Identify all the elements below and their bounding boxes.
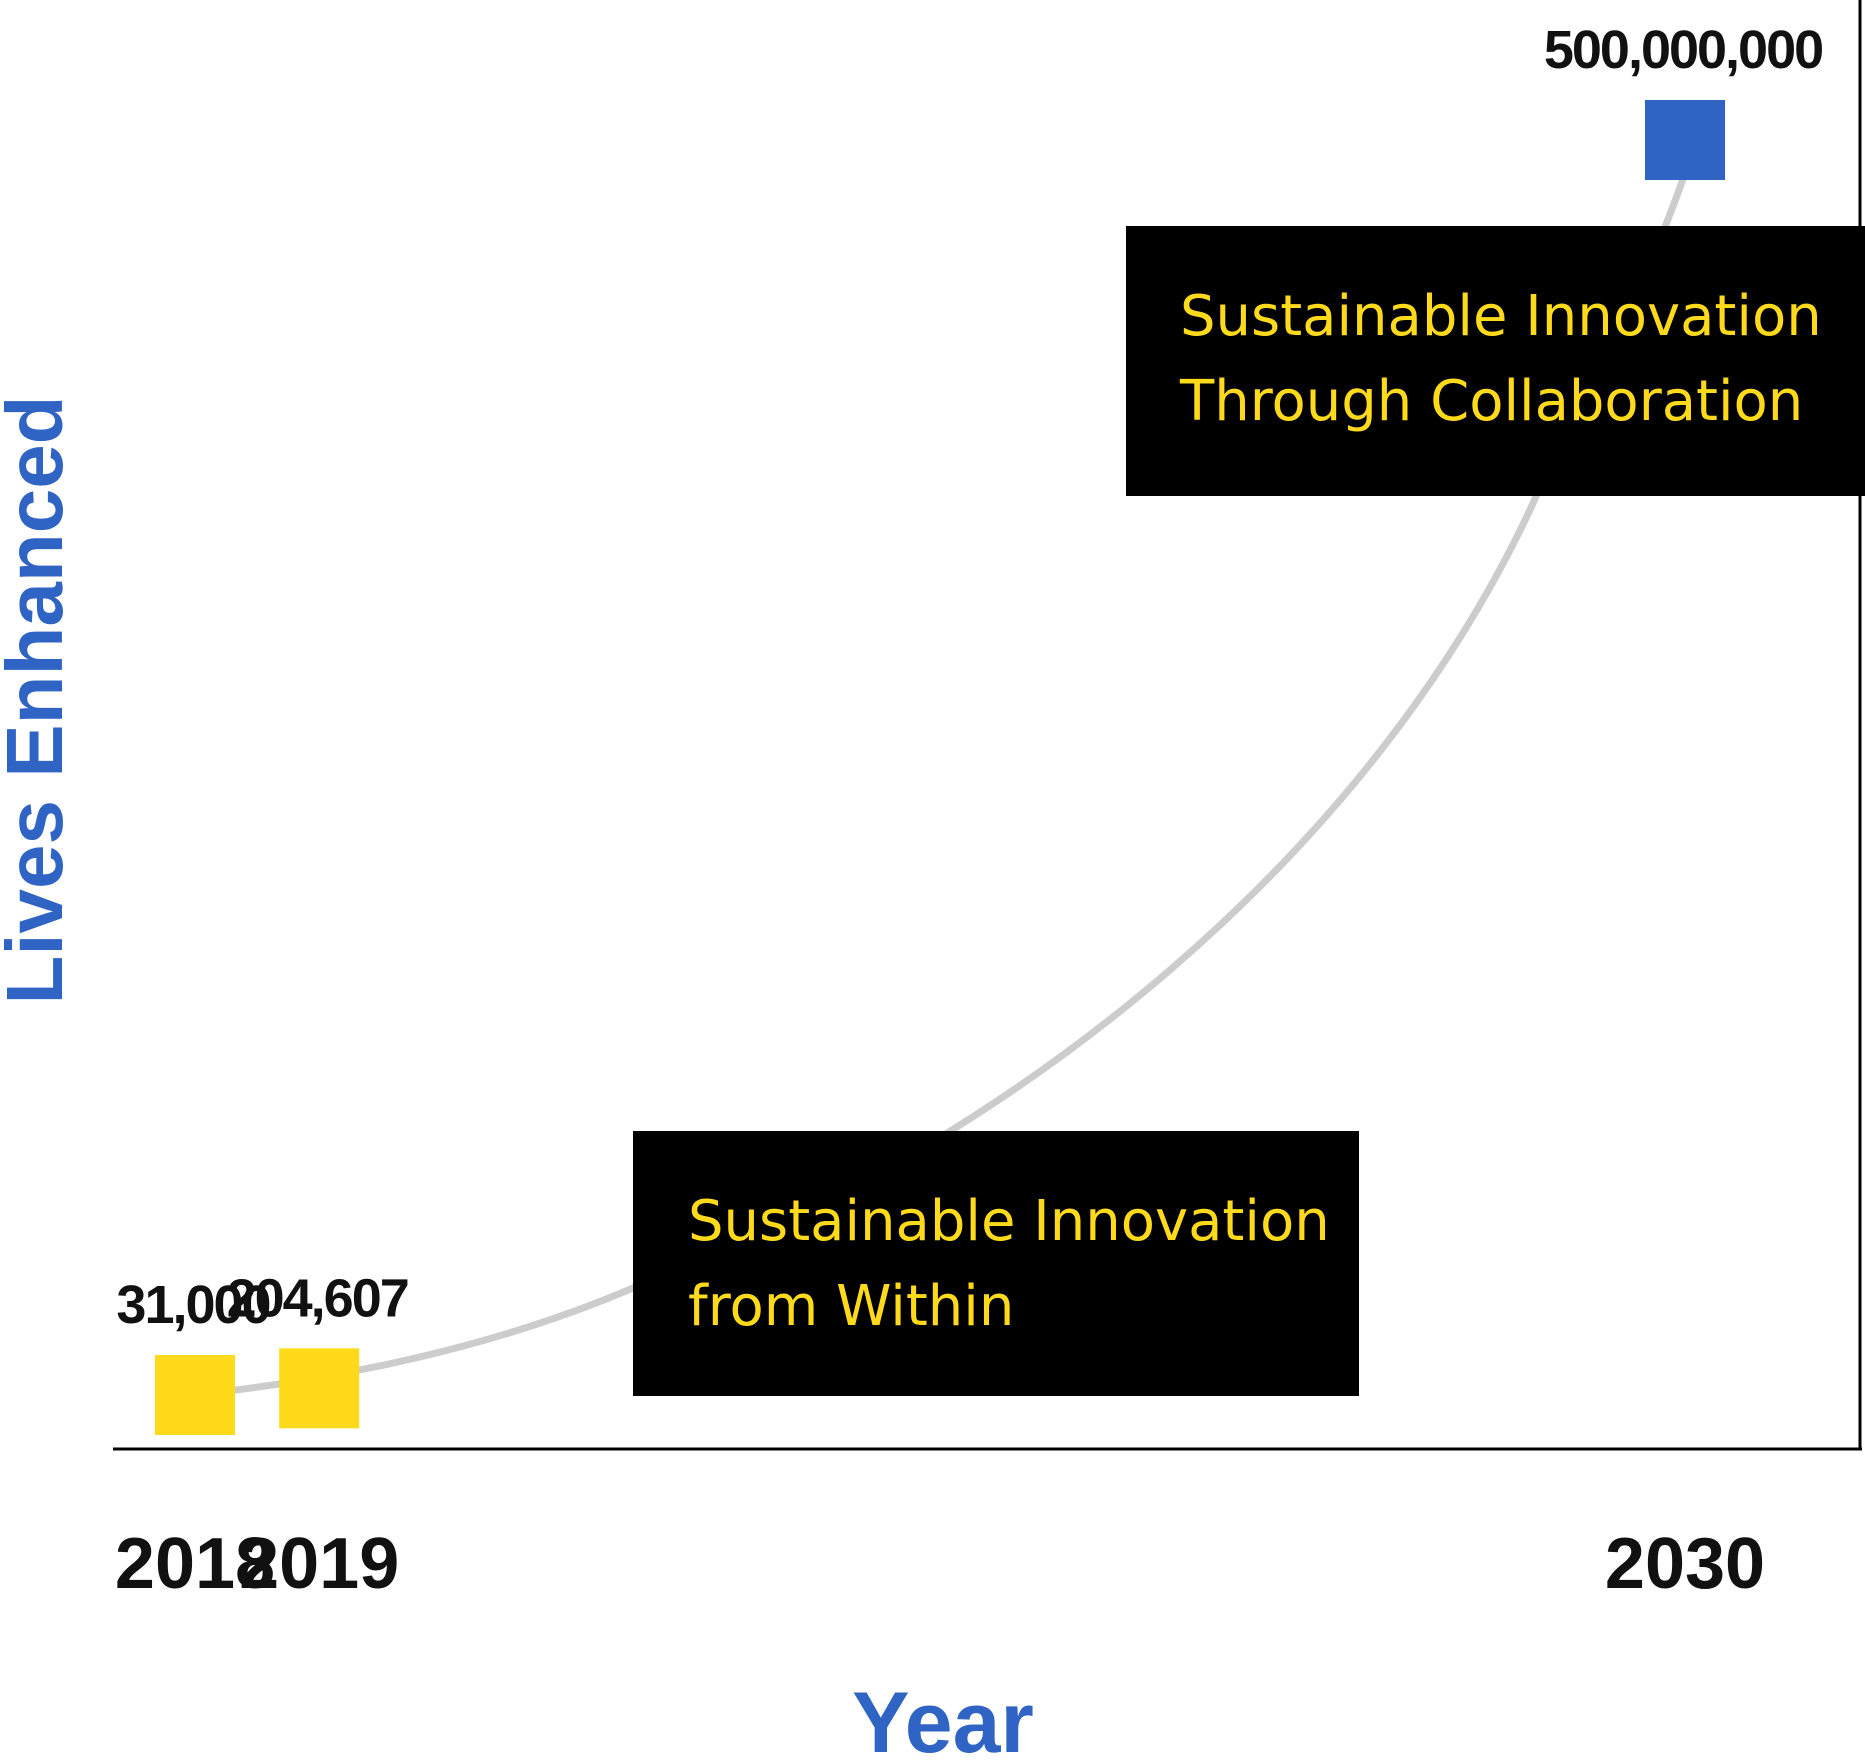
annotation-box-collaboration: Sustainable Innovation Through Collabora… — [1126, 226, 1865, 496]
data-label-2030: 500,000,000 — [1544, 20, 1822, 80]
annotation-box-within-bg — [633, 1131, 1359, 1396]
annotation-box-within: Sustainable Innovation from Within — [633, 1131, 1359, 1396]
data-markers — [155, 100, 1725, 1435]
x-tick-2030: 2030 — [1605, 1524, 1765, 1604]
annotation-collaboration-line-1: Sustainable Innovation — [1180, 284, 1822, 349]
x-tick-2018: 2018 — [115, 1524, 275, 1604]
data-label-2019: 204,607 — [227, 1268, 408, 1328]
data-label-2018: 31,000 — [116, 1275, 269, 1335]
annotation-collaboration-line-2: Through Collaboration — [1179, 369, 1803, 434]
x-axis-title: Year — [852, 1675, 1034, 1760]
annotation-within-line-2: from Within — [688, 1274, 1014, 1339]
y-axis-title: Lives Enhanced — [0, 395, 79, 1004]
annotation-box-collaboration-bg — [1126, 226, 1865, 496]
data-point-2018 — [155, 1355, 235, 1435]
data-point-2030 — [1645, 100, 1725, 180]
x-tick-2019: 2019 — [239, 1524, 399, 1604]
annotation-within-line-1: Sustainable Innovation — [688, 1189, 1330, 1254]
data-point-2019 — [279, 1348, 360, 1429]
